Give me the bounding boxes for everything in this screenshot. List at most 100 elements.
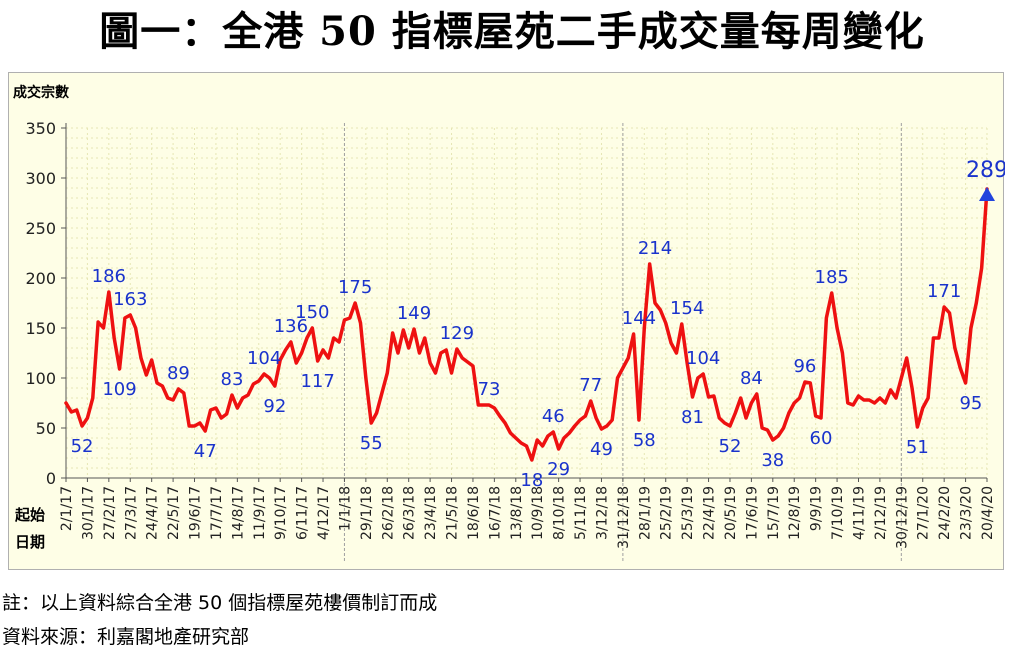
x-tick-label: 20/4/20 bbox=[980, 486, 996, 540]
data-label: 186 bbox=[92, 266, 126, 287]
x-tick-label: 23/4/18 bbox=[423, 486, 439, 540]
data-point bbox=[123, 316, 127, 320]
data-point bbox=[541, 444, 544, 448]
x-tick-label: 26/2/18 bbox=[380, 486, 396, 540]
data-label: 89 bbox=[167, 363, 190, 384]
data-label: 52 bbox=[719, 436, 742, 457]
data-label: 117 bbox=[300, 371, 334, 392]
x-tick-label: 6/11/17 bbox=[295, 486, 311, 540]
x-axis-label-line1: 起始 bbox=[14, 506, 45, 524]
data-label: 73 bbox=[478, 379, 501, 400]
data-label: 163 bbox=[113, 289, 147, 310]
y-tick-label: 100 bbox=[25, 369, 56, 388]
data-point bbox=[669, 341, 673, 345]
data-point bbox=[396, 351, 400, 355]
data-point bbox=[900, 376, 903, 380]
x-tick-label: 31/12/18 bbox=[616, 486, 632, 549]
data-point bbox=[364, 376, 368, 380]
data-point bbox=[771, 438, 775, 442]
data-point bbox=[975, 301, 978, 305]
x-tick-label: 16/7/18 bbox=[487, 486, 503, 540]
chart-area: 0 50 100 150 200 250 300 350 2/1/17 30/1/17 27/2/… bbox=[8, 72, 1005, 570]
y-tick-label: 50 bbox=[36, 419, 56, 438]
data-point bbox=[723, 421, 726, 425]
data-point bbox=[332, 336, 335, 340]
data-point bbox=[273, 384, 277, 388]
x-tick-label: 1/1/18 bbox=[337, 486, 353, 531]
x-tick-label: 18/6/18 bbox=[466, 486, 482, 540]
data-point bbox=[171, 398, 175, 402]
x-tick-labels: 2/1/17 30/1/17 27/2/17 27/3/17 24/4/17 22/5/1… bbox=[59, 478, 996, 549]
data-point bbox=[867, 398, 871, 402]
data-point bbox=[536, 438, 539, 442]
data-label: 77 bbox=[579, 375, 602, 396]
data-point bbox=[937, 336, 941, 340]
data-point bbox=[809, 381, 812, 385]
data-label: 46 bbox=[542, 406, 565, 427]
data-point bbox=[948, 311, 951, 315]
data-labels: 1861091635289478310492136150117175551491… bbox=[71, 158, 1005, 491]
data-point bbox=[343, 318, 346, 322]
data-point bbox=[407, 346, 410, 350]
data-point bbox=[316, 359, 319, 363]
data-point bbox=[209, 408, 212, 412]
data-label: 29 bbox=[547, 459, 570, 480]
data-point bbox=[873, 401, 876, 405]
x-tick-label: 4/12/17 bbox=[316, 486, 332, 540]
series-line bbox=[64, 187, 989, 462]
data-point bbox=[262, 372, 266, 376]
x-tick-label: 27/1/20 bbox=[916, 486, 932, 540]
data-point bbox=[707, 395, 710, 399]
data-point bbox=[166, 396, 169, 400]
data-point bbox=[851, 403, 855, 407]
data-point bbox=[444, 348, 448, 352]
data-point bbox=[969, 326, 973, 330]
x-tick-label: 3/12/18 bbox=[594, 486, 610, 540]
x-tick-label: 20/5/19 bbox=[723, 486, 739, 540]
data-point bbox=[584, 414, 587, 418]
data-point bbox=[953, 346, 957, 350]
data-label: 92 bbox=[263, 396, 286, 417]
data-point bbox=[841, 351, 844, 355]
data-point bbox=[214, 406, 218, 410]
data-point bbox=[884, 401, 887, 405]
data-point bbox=[782, 426, 785, 430]
data-point bbox=[739, 396, 742, 400]
data-point bbox=[402, 328, 405, 332]
chart-title: 圖一：全港 50 指標屋苑二手成交量每周變化 bbox=[99, 8, 925, 55]
data-point bbox=[594, 416, 598, 420]
grid bbox=[65, 127, 988, 479]
data-point bbox=[80, 424, 84, 428]
data-point bbox=[814, 414, 817, 418]
year-separators bbox=[343, 123, 902, 563]
data-label: 84 bbox=[740, 368, 763, 389]
data-point bbox=[557, 447, 560, 451]
source-note: 資料來源：利嘉閣地產研究部 bbox=[2, 626, 250, 648]
data-point bbox=[776, 434, 780, 438]
data-point bbox=[552, 430, 555, 434]
data-label: 58 bbox=[633, 430, 656, 451]
data-point bbox=[637, 418, 641, 422]
x-tick-label: 24/2/20 bbox=[937, 486, 953, 540]
data-point bbox=[562, 436, 566, 440]
data-point bbox=[434, 371, 437, 375]
data-point bbox=[653, 301, 657, 305]
data-point bbox=[643, 326, 646, 330]
x-axis-label-line2: 日期 bbox=[15, 533, 45, 551]
data-point bbox=[691, 395, 694, 399]
data-point bbox=[889, 388, 892, 392]
data-point bbox=[134, 326, 137, 330]
data-point bbox=[685, 361, 689, 365]
data-point bbox=[932, 336, 935, 340]
data-point bbox=[155, 381, 159, 385]
x-tick-label: 22/4/19 bbox=[702, 486, 718, 540]
data-point bbox=[910, 386, 914, 390]
data-point bbox=[75, 408, 78, 412]
data-point bbox=[921, 406, 924, 410]
y-tick-label: 200 bbox=[25, 269, 56, 288]
data-label: 214 bbox=[638, 238, 672, 259]
data-point bbox=[300, 351, 303, 355]
data-point bbox=[64, 401, 68, 405]
data-point bbox=[835, 326, 839, 330]
data-point bbox=[498, 414, 501, 418]
